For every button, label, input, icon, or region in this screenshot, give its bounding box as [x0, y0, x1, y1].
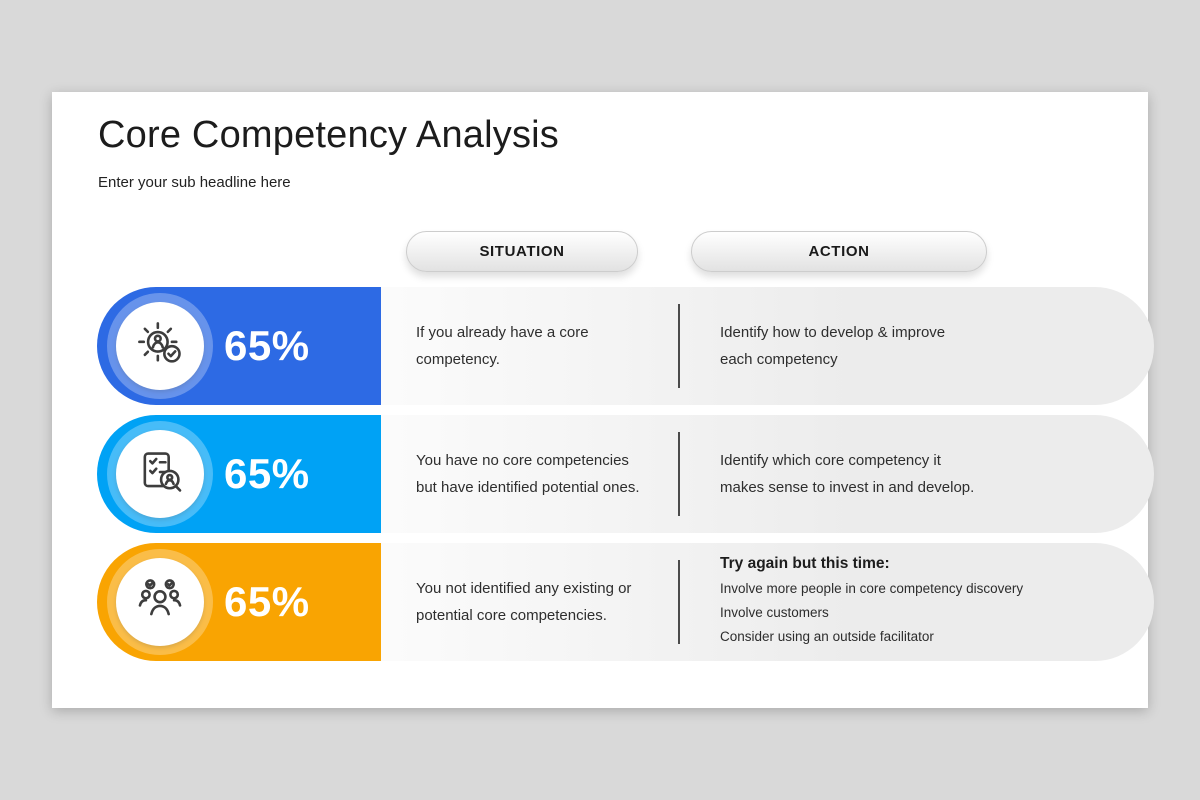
- row2-column-divider: [678, 432, 680, 516]
- row2-icon-circle: [116, 430, 204, 518]
- checklist-search-person-icon: [134, 446, 186, 503]
- row3-situation-text: You not identified any existing or poten…: [416, 580, 632, 624]
- action-column-label: ACTION: [808, 243, 870, 260]
- row3-action-line-3: Consider using an outside facilitator: [720, 629, 934, 644]
- gear-person-check-icon: [134, 318, 186, 375]
- page-title: Core Competency Analysis: [98, 114, 560, 156]
- row1-situation-text: If you already have a core competency.: [416, 324, 589, 368]
- row-no-competencies: 65% You not identified any existing or p…: [97, 543, 1154, 661]
- row3-action-line-2: Involve customers: [720, 605, 829, 620]
- row3-color-pill: 65%: [97, 543, 381, 661]
- row3-percent-value: 65%: [224, 578, 310, 625]
- row-potential-competencies: 65% You have no core competencies but ha…: [97, 415, 1154, 533]
- row3-action-line-1: Involve more people in core competency d…: [720, 581, 1024, 596]
- row1-action-text: Identify how to develop & improve each c…: [720, 324, 946, 368]
- team-check-icon: [134, 574, 186, 631]
- row2-percent-value: 65%: [224, 450, 310, 497]
- slide-canvas: Core Competency Analysis Enter your sub …: [52, 92, 1154, 708]
- page-subtitle: Enter your sub headline here: [98, 174, 291, 191]
- situation-column-header: SITUATION: [406, 231, 638, 272]
- row2-action-text: Identify which core competency it makes …: [720, 452, 975, 496]
- situation-column-label: SITUATION: [479, 243, 565, 260]
- row3-action-text: Try again but this time: Involve more pe…: [720, 543, 1120, 661]
- row3-action-title: Try again but this time:: [720, 555, 890, 572]
- row1-icon-circle: [116, 302, 204, 390]
- row-existing-competency: 65% If you already have a core competenc…: [97, 287, 1154, 405]
- action-column-header: ACTION: [691, 231, 987, 272]
- row2-color-pill: 65%: [97, 415, 381, 533]
- row1-percent-value: 65%: [224, 322, 310, 369]
- row2-situation-text: You have no core competencies but have i…: [416, 452, 640, 496]
- row3-icon-circle: [116, 558, 204, 646]
- row3-column-divider: [678, 560, 680, 644]
- row1-column-divider: [678, 304, 680, 388]
- row1-color-pill: 65%: [97, 287, 381, 405]
